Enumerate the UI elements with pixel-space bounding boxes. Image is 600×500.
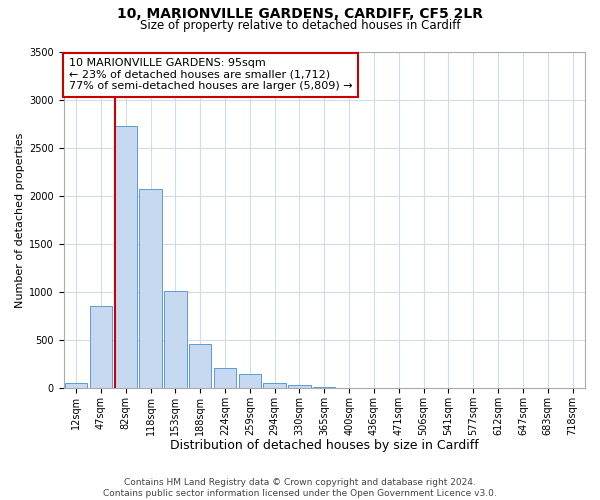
Bar: [263, 383, 286, 388]
Bar: [164, 291, 187, 388]
Bar: [139, 188, 162, 388]
Bar: [65, 384, 87, 388]
X-axis label: Distribution of detached houses by size in Cardiff: Distribution of detached houses by size …: [170, 440, 479, 452]
Bar: [289, 386, 311, 388]
Bar: [90, 306, 112, 388]
Text: 10, MARIONVILLE GARDENS, CARDIFF, CF5 2LR: 10, MARIONVILLE GARDENS, CARDIFF, CF5 2L…: [117, 8, 483, 22]
Text: 10 MARIONVILLE GARDENS: 95sqm
← 23% of detached houses are smaller (1,712)
77% o: 10 MARIONVILLE GARDENS: 95sqm ← 23% of d…: [69, 58, 352, 92]
Bar: [115, 126, 137, 388]
Bar: [189, 344, 211, 388]
Text: Size of property relative to detached houses in Cardiff: Size of property relative to detached ho…: [140, 19, 460, 32]
Y-axis label: Number of detached properties: Number of detached properties: [15, 132, 25, 308]
Bar: [239, 374, 261, 388]
Text: Contains HM Land Registry data © Crown copyright and database right 2024.
Contai: Contains HM Land Registry data © Crown c…: [103, 478, 497, 498]
Bar: [214, 368, 236, 388]
Bar: [313, 387, 335, 388]
